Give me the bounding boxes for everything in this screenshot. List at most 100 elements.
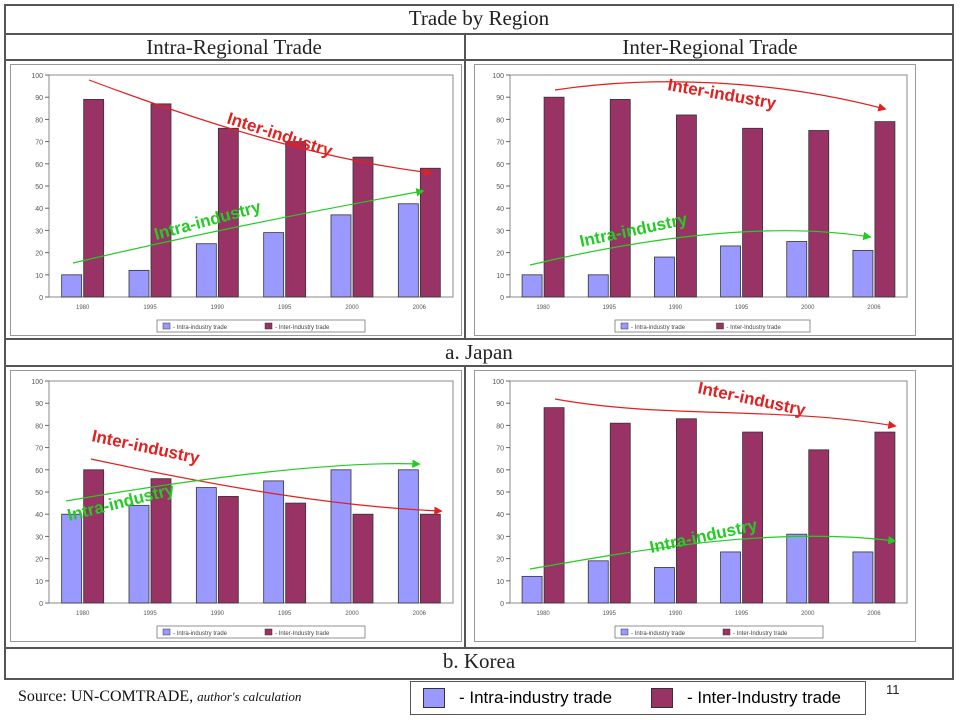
y-tick-label: 0 [39,295,43,302]
page-number: 11 [886,682,900,697]
x-tick-label: 2000 [345,305,359,311]
y-tick-label: 100 [492,379,504,386]
bar-intra-industry [654,256,675,298]
y-tick-label: 90 [496,95,504,102]
y-tick-label: 40 [496,512,504,519]
y-tick-label: 90 [35,95,43,102]
panel-legend-label-inter: - Inter-Industry trade [733,631,788,637]
x-tick-label: 1995 [603,305,617,311]
panel-legend-swatch-intra [620,628,629,636]
y-tick-label: 30 [35,228,43,235]
intra-industry-trend-arrow [72,188,425,264]
x-tick-label: 2000 [801,611,815,617]
bar-intra-industry [397,203,419,298]
bar-intra-industry [521,274,543,298]
y-tick-label: 80 [496,423,504,430]
x-tick-label: 1980 [536,305,550,311]
y-tick-label: 10 [496,273,504,280]
section-label-korea: b. Korea [442,649,516,673]
panel-legend-swatch-inter [716,322,724,330]
inter-industry-trend-arrow [554,81,887,112]
bar-intra-industry [654,567,675,604]
plot-area [48,380,454,604]
y-tick-label: 80 [35,117,43,124]
bar-intra-industry [852,249,874,298]
y-tick-label: 90 [496,401,504,408]
y-tick-label: 20 [35,251,43,258]
y-tick-label: 100 [31,73,43,80]
y-tick-label: 10 [35,579,43,586]
bar-inter-industry [742,431,763,604]
panel-legend: - Intra-industry trade - Inter-Industry t… [614,319,811,333]
plot-area [509,380,908,604]
bar-inter-industry [83,469,105,604]
bar-inter-industry [742,127,763,298]
legend-label-intra: - Intra-industry trade [459,688,613,707]
y-tick-label: 60 [496,468,504,475]
bar-intra-industry [786,241,808,298]
bar-intra-industry [786,533,808,604]
bar-inter-industry [352,513,374,604]
y-tick-label: 70 [35,140,43,147]
bar-inter-industry [874,431,896,604]
divider-korea-top [4,647,954,649]
intra-industry-trend-arrow [529,230,872,266]
legend-label-inter: - Inter-Industry trade [687,688,842,707]
y-tick-label: 0 [500,601,504,608]
x-tick-label: 1995 [143,611,157,617]
y-tick-label: 30 [35,534,43,541]
bar-intra-industry [195,243,217,298]
divider-vertical-bottom [464,365,466,647]
panel-legend-swatch-inter [264,322,273,330]
y-tick-label: 30 [496,534,504,541]
x-tick-label: 1980 [76,611,90,617]
chart-svg-korea-intra: 0 10 20 30 40 50 60 70 80 90 100 1980 1995 1990 1995 20… [31,379,454,639]
bar-intra-industry [852,551,874,604]
legend-item-intra: - Intra-industry trade [423,688,612,708]
bar-intra-industry [330,469,352,604]
bar-inter-industry [285,141,307,298]
panel-legend-swatch-inter [264,628,273,636]
y-tick-label: 10 [35,273,43,280]
y-tick-label: 10 [496,579,504,586]
y-tick-label: 20 [496,251,504,258]
y-tick-label: 50 [35,184,43,191]
divider-vertical-top [464,33,466,338]
y-tick-label: 50 [35,490,43,497]
plot-area [48,74,454,298]
divider-japan-top [4,338,954,340]
inter-industry-trend-arrow [88,79,433,177]
y-tick-label: 20 [35,557,43,564]
inter-industry-trend-arrow [554,398,897,430]
bar-inter-industry [150,478,172,604]
bar-inter-industry [874,121,896,298]
x-tick-label: 2000 [801,305,815,311]
bar-intra-industry [128,269,150,298]
panel-legend-box [156,319,366,333]
main-legend: - Intra-industry trade - Inter-Industry … [410,681,866,715]
legend-swatch-inter [651,688,673,708]
x-tick-label: 1990 [211,611,225,617]
intra-industry-trend-arrow [529,535,897,570]
inter-industry-trend-arrow [90,458,443,515]
chart-japan-intra-regional: 0 10 20 30 40 50 60 70 80 90 100 1980 1995 1990 1995 20… [10,64,462,336]
y-tick-label: 80 [496,117,504,124]
x-tick-label: 2006 [413,305,427,311]
x-tick-label: 1995 [143,305,157,311]
chart-korea-intra-regional: 0 10 20 30 40 50 60 70 80 90 100 1980 1995 1990 1995 20… [10,370,462,642]
bar-intra-industry [587,274,609,298]
panel-legend: - Intra-industry trade - Inter-Industry t… [156,319,366,333]
x-tick-label: 1990 [669,305,683,311]
x-tick-label: 2006 [867,305,881,311]
bar-intra-industry [61,513,83,604]
bar-inter-industry [285,502,307,604]
chart-svg-japan-intra: 0 10 20 30 40 50 60 70 80 90 100 1980 1995 1990 1995 20… [31,73,454,333]
y-tick-label: 60 [35,468,43,475]
panel-legend: - Intra-industry trade - Inter-Industry t… [614,625,824,639]
bar-intra-industry [397,469,419,604]
bar-intra-industry [720,551,741,604]
bar-inter-industry [419,513,441,604]
panel-legend-label-intra: - Intra-industry trade [631,631,686,637]
x-tick-label: 2000 [345,611,359,617]
panel-legend-label-intra: - Intra-industry trade [173,631,228,637]
